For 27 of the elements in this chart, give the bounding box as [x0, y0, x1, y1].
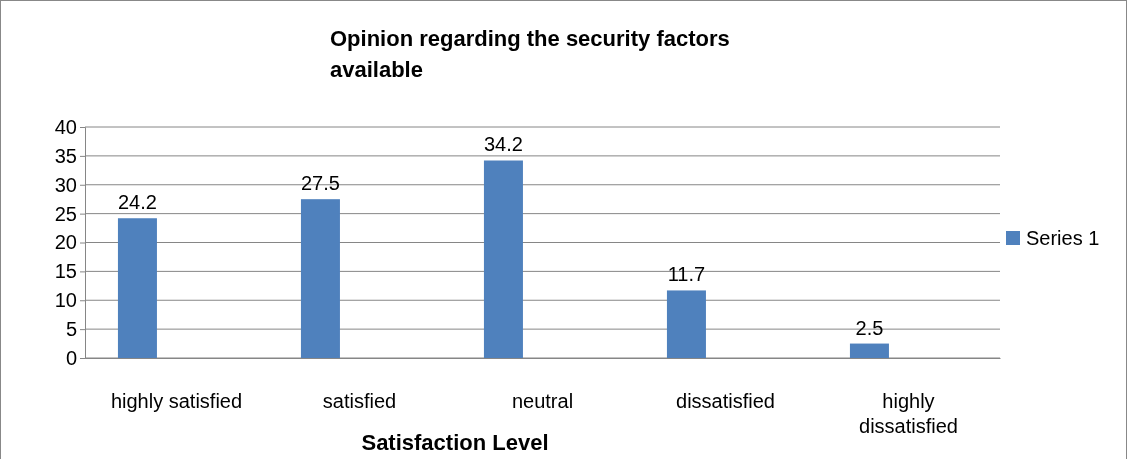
bar — [300, 199, 340, 358]
y-tick-label: 25 — [54, 202, 77, 225]
legend-label: Series 1 — [1026, 227, 1100, 249]
x-tick-label: highly dissatisfied — [859, 390, 958, 437]
data-label: 34.2 — [483, 133, 523, 156]
chart-title: Opinion regarding the security factors available — [330, 26, 730, 82]
data-label: 2.5 — [855, 316, 884, 339]
y-tick-label: 20 — [54, 231, 77, 254]
y-tick-label: 40 — [54, 115, 77, 138]
y-tick-label: 35 — [54, 144, 77, 167]
y-tick-label: 15 — [54, 260, 77, 283]
y-tick-label: 10 — [54, 289, 77, 312]
data-label: 24.2 — [117, 191, 157, 214]
x-tick-label: highly satisfied — [110, 390, 243, 412]
x-axis-title: Satisfaction Level — [361, 430, 549, 455]
y-tick-label: 0 — [65, 346, 77, 369]
bar — [849, 343, 889, 358]
bar — [483, 160, 523, 358]
y-tick-label: 5 — [65, 318, 77, 341]
bar — [666, 290, 706, 358]
data-label: 11.7 — [667, 263, 706, 286]
x-tick-label: satisfied — [322, 390, 397, 412]
x-tick-label: neutral — [511, 390, 574, 412]
x-tick-label: dissatisfied — [676, 390, 775, 412]
data-label: 27.5 — [300, 172, 340, 195]
y-tick-label: 30 — [54, 173, 77, 196]
bar — [117, 218, 157, 358]
